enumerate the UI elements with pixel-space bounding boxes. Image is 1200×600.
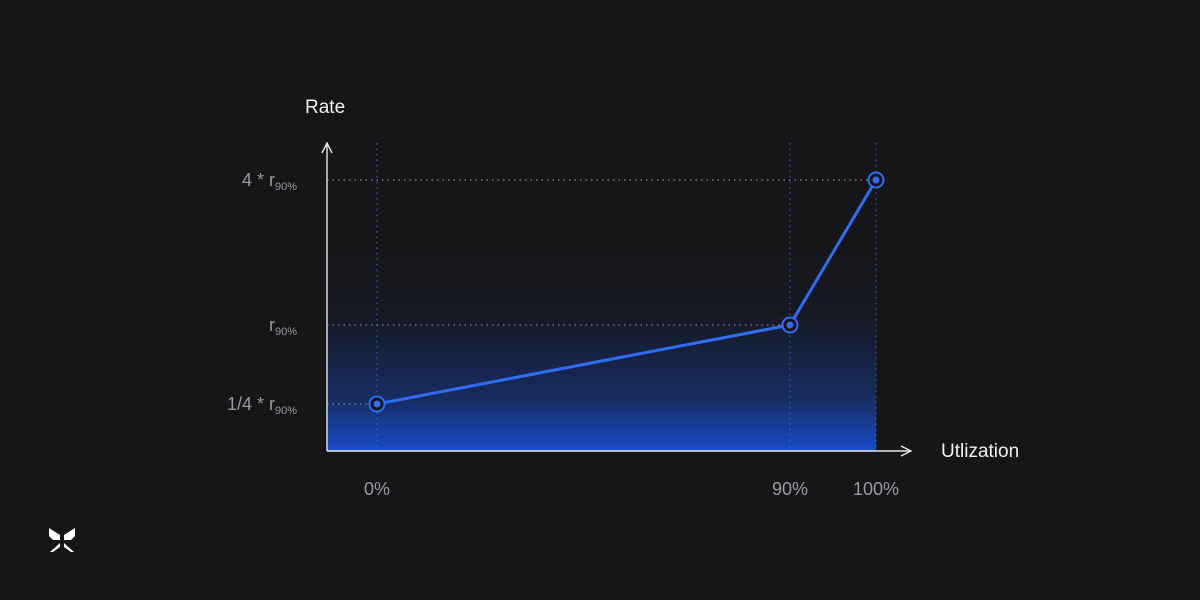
y-tick-subscript: 90% <box>275 405 297 417</box>
y-tick-label: 1/4 * r90% <box>227 394 297 417</box>
data-point <box>781 316 799 334</box>
data-point <box>368 395 386 413</box>
x-axis-title: Utlization <box>941 441 1019 462</box>
chart-area-fill <box>327 240 876 451</box>
butterfly-logo-icon <box>49 528 75 552</box>
y-tick-main: 1/4 * r <box>227 394 275 414</box>
x-tick-label: 100% <box>853 479 899 499</box>
y-tick-label: 4 * r90% <box>242 170 297 193</box>
y-axis-title: Rate <box>305 97 345 118</box>
x-tick-label: 90% <box>772 479 808 499</box>
grid <box>327 143 877 451</box>
series <box>368 171 885 413</box>
data-point <box>867 171 885 189</box>
y-tick-main: r <box>269 315 275 335</box>
data-point-dot <box>373 400 381 408</box>
y-tick-label: r90% <box>269 315 297 338</box>
y-tick-subscript: 90% <box>275 326 297 338</box>
data-point-dot <box>786 321 794 329</box>
x-tick-label: 0% <box>364 479 390 499</box>
y-tick-main: 4 * r <box>242 170 275 190</box>
axes <box>327 143 911 451</box>
data-point-dot <box>872 176 880 184</box>
y-tick-subscript: 90% <box>275 181 297 193</box>
